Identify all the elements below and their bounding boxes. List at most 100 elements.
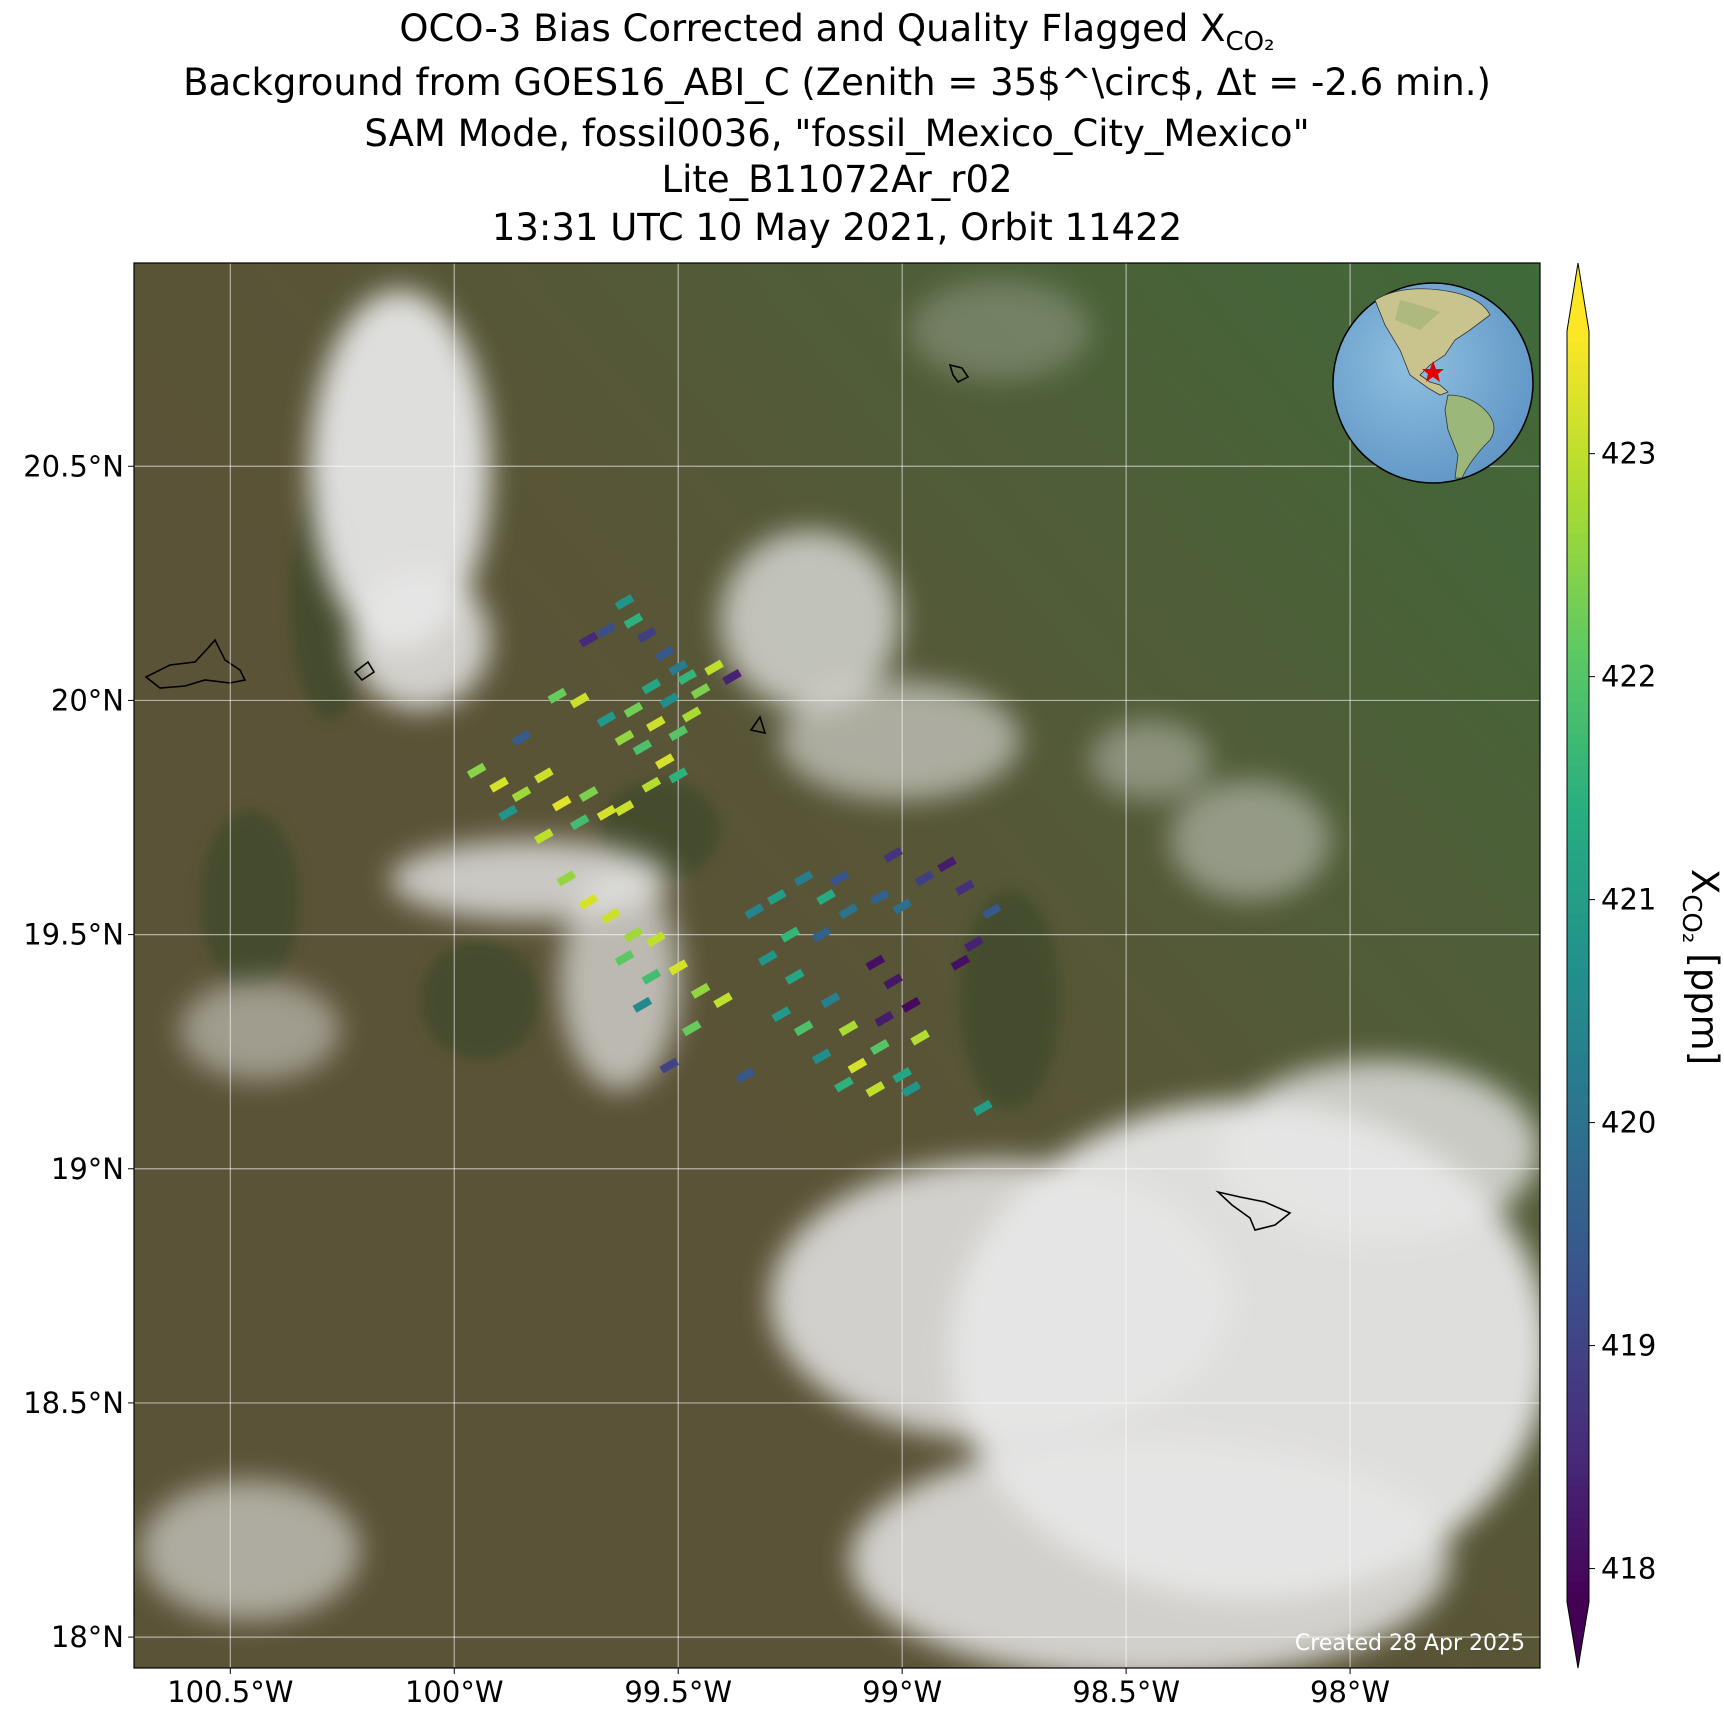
title-line: OCO-3 Bias Corrected and Quality Flagged… [399,7,1274,57]
colorbar-step [1567,415,1589,427]
sounding [914,870,935,887]
colorbar-step [1567,1527,1589,1540]
sounding [883,847,904,863]
sounding [632,739,653,756]
sounding [811,926,832,943]
sounding [641,678,662,695]
colorbar-step [1567,1538,1589,1550]
sounding [534,828,554,845]
sounding [489,776,509,793]
sounding [498,804,518,821]
colorbar-step [1567,394,1589,406]
colorbar-step [1567,1072,1589,1084]
colorbar-tick-label: 419 [1601,1329,1656,1363]
sounding [556,870,577,887]
colorbar-step [1567,1549,1589,1561]
colorbar-step [1567,1199,1589,1211]
sounding [816,889,836,906]
sounding [690,982,711,999]
sounding [578,786,599,803]
grid [134,263,1540,1668]
colorbar-step [1567,1273,1589,1285]
colorbar-step [1567,1485,1589,1497]
colorbar-step [1567,616,1589,629]
colorbar-step [1567,1252,1589,1264]
sounding [910,1029,930,1046]
colorbar-step [1567,977,1589,989]
colorbar-step [1567,1083,1589,1095]
colorbar: 418 419 420 421 422 423 [1566,262,1656,1669]
sounding [771,1006,792,1023]
colorbar-step [1567,1125,1589,1137]
colorbar-step [1567,1157,1589,1169]
colorbar-step [1567,648,1589,660]
x-tick-label: 99.5°W [624,1675,732,1709]
sounding [838,1020,859,1037]
x-tick-label: 99°W [862,1675,942,1709]
sounding [596,711,617,728]
sounding [955,879,975,896]
y-tick-label: 19.5°N [23,918,124,952]
sounding [690,683,711,700]
soundings [466,594,1002,1116]
colorbar-step [1567,638,1589,650]
colorbar-step [1567,807,1589,819]
sounding [981,903,1002,920]
sounding [681,1020,702,1037]
colorbar-step [1567,1474,1589,1487]
sounding [646,931,666,948]
colorbar-step [1567,1570,1589,1582]
colorbar-step [1567,1167,1589,1179]
y-tick-label: 19°N [51,1152,124,1186]
colorbar-step [1567,860,1589,872]
sounding [668,659,689,676]
colorbar-step [1567,1368,1589,1381]
colorbar-step [1567,331,1589,343]
colorbar-step [1567,585,1589,597]
sounding [668,725,689,742]
title-line: Lite_B11072Ar_r02 [661,158,1012,201]
colorbar-step [1567,892,1589,904]
colorbar-step [1567,468,1589,480]
colorbar-step [1567,775,1589,788]
colorbar-tick-label: 422 [1601,660,1656,694]
colorbar-step [1567,373,1589,385]
colorbar-step [1567,1464,1589,1476]
colorbar-step [1567,1337,1589,1349]
sounding [614,800,635,817]
sounding [569,814,590,831]
colorbar-tick-label: 423 [1601,437,1656,471]
colorbar-step [1567,1390,1589,1402]
colorbar-step [1567,818,1589,830]
colorbar-step [1567,881,1589,893]
colorbar-tick-label: 418 [1601,1552,1656,1586]
sounding [758,950,778,966]
sounding [681,706,702,723]
sounding [614,950,635,966]
colorbar-step [1567,362,1589,374]
title-line: SAM Mode, fossil0036, "fossil_Mexico_Cit… [364,112,1309,155]
colorbar-step [1567,532,1589,544]
colorbar-step [1567,987,1589,999]
colorbar-step [1567,553,1589,565]
sounding [874,1010,895,1027]
axes-labels: 100.5°W 100°W 99.5°W 99°W 98.5°W 98°W 18°N 18.5… [23,449,1390,1709]
sounding [668,959,689,976]
colorbar-step [1567,458,1589,470]
colorbar-step [1567,574,1589,586]
colorbar-step [1567,1347,1589,1359]
x-tick-label: 100.5°W [167,1675,293,1709]
colorbar-step [1567,1294,1589,1307]
sounding [793,1020,814,1037]
colorbar-step [1567,1432,1589,1444]
sounding [735,1067,756,1084]
y-tick-label: 20°N [51,683,124,717]
map-background [134,263,1540,1668]
sounding [551,795,572,812]
colorbar-step [1567,405,1589,417]
sounding [892,898,912,915]
colorbar-step [1567,722,1589,735]
sounding [596,622,617,639]
y-tick-label: 18°N [51,1620,124,1654]
colorbar-step [1567,511,1589,523]
